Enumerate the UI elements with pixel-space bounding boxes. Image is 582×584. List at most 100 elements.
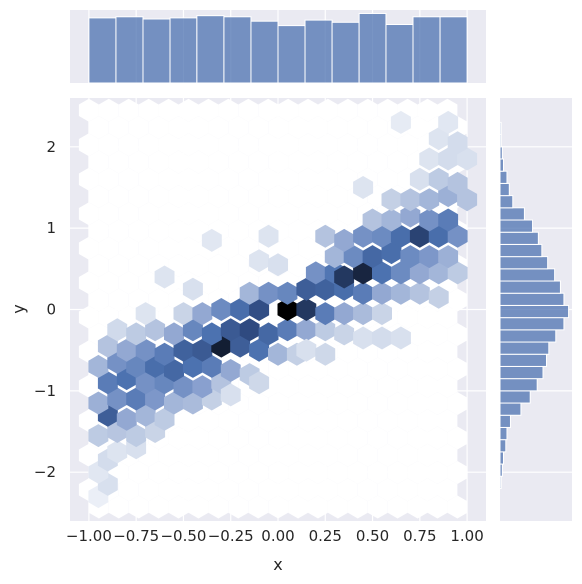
hexbin-cell [447,224,468,248]
hexbin-empty [218,202,239,226]
hexbin-cell [154,342,175,366]
hexbin-empty [188,185,209,208]
hexbin-cell [334,302,355,326]
hexbin-cell [135,371,156,395]
hexbin-empty [387,495,408,519]
hexbin-empty [158,478,179,502]
hexbin-empty [367,495,388,519]
hexbin-empty [188,254,209,277]
hexbin-empty [198,271,219,295]
hexbin-empty [318,374,338,398]
right-hist-bar [499,134,502,148]
hexbin-empty [347,116,368,139]
hexbin-cell [315,318,336,342]
hexbin-empty [228,254,249,277]
hexbin-empty [417,374,438,398]
hexbin-empty [427,392,448,415]
hexbin-empty [377,167,398,191]
hexbin-empty [278,98,299,122]
hexbin-empty [417,478,438,502]
hexbin-empty [188,461,209,484]
hexbin-empty [138,236,159,260]
hexbin-empty [128,495,149,519]
hexbin-empty [417,340,438,364]
hexbin-empty [248,150,269,174]
hexbin-cell [372,302,392,326]
hexbin-cell [88,391,109,415]
hexbin-cell [88,354,109,378]
hexbin-empty [278,167,299,191]
hexbin-cell [220,383,241,407]
hexbin-cell [409,261,430,285]
hexbin-empty [437,478,458,502]
right-hist-bar [499,378,538,392]
hexbin-empty [308,116,328,139]
hexbin-empty [377,409,398,433]
y-tick-label: −2 [34,463,56,481]
hexbin-empty [397,374,418,398]
hexbin-cell [428,261,449,285]
hexbin-empty [308,392,328,415]
hexbin-empty [258,478,279,502]
hexbin-empty [288,392,308,415]
hexbin-empty [357,133,378,157]
hexbin-empty [427,461,448,484]
hexbin-empty [138,271,159,295]
hexbin-empty [258,167,279,191]
hexbin-joint-panel [70,98,486,521]
hexbin-cell [400,204,421,228]
hexbin-empty [407,323,428,346]
right-hist-bar [499,341,550,355]
hexbin-cell [126,424,147,448]
hexbin-empty [138,133,159,157]
hexbin-cell [315,302,336,326]
hexbin-empty [258,409,279,433]
hexbin-cell [164,322,184,346]
hexbin-empty [407,392,428,415]
hexbin-empty [178,409,199,433]
hexbin-empty [327,426,348,450]
hexbin-cell [182,277,203,301]
hexbin-empty [88,116,109,139]
hexbin-empty [288,150,308,174]
hexbin-empty [327,357,348,381]
x-tick-label: 0.25 [309,527,342,545]
hexbin-empty [188,426,209,450]
hexbin-empty [318,478,338,502]
hexbin-empty [397,478,418,502]
top-hist-bar [169,17,198,84]
hexbin-empty [268,461,289,484]
hexbin-empty [298,409,318,433]
hexbin-cell [258,322,279,346]
hexbin-empty [78,374,99,398]
hexbin-cell [296,277,317,301]
hexbin-empty [208,426,229,450]
hexbin-empty [337,374,358,398]
hexbin-cell [419,188,440,212]
hexbin-empty [437,305,458,329]
hexbin-empty [417,409,438,433]
hexbin-cell [447,131,468,155]
hexbin-empty [387,461,408,484]
hexbin-cell [315,224,336,248]
hexbin-empty [417,443,438,467]
hexbin-empty [138,202,159,226]
hexbin-empty [357,478,378,502]
hexbin-cell [428,167,449,191]
hexbin-empty [288,426,308,450]
hexbin-empty [367,392,388,415]
hexbin-empty [188,116,209,139]
hexbin-empty [188,150,209,174]
hexbin-empty [138,98,159,122]
hexbin-empty [198,202,219,226]
hexbin-empty [298,167,318,191]
hexbin-empty [377,478,398,502]
hexbin-empty [327,150,348,174]
hexbin-cell [390,281,411,305]
hexbin-empty [337,133,358,157]
hexbin-empty [407,495,428,519]
hexbin-empty [288,254,308,277]
hexbin-cell [305,261,326,285]
hexbin-empty [248,116,269,139]
hexbin-empty [88,219,109,243]
